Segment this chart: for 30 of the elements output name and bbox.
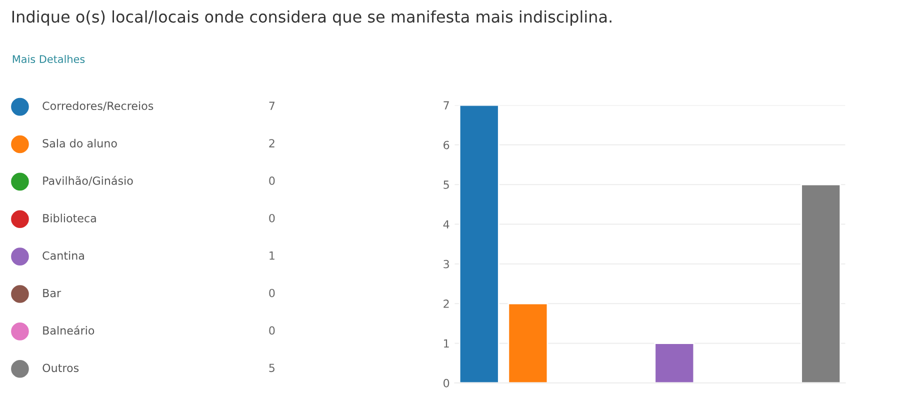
- category-label: Balneário: [43, 326, 94, 335]
- y-tick-label: 5: [444, 180, 449, 189]
- data-label: 1: [270, 252, 274, 260]
- category-label: Bar: [43, 288, 62, 298]
- y-tick-label: 3: [444, 260, 449, 268]
- data-label: 0: [269, 214, 275, 222]
- category-label: Pavilhão/Ginásio: [43, 176, 133, 186]
- y-tick-label: 0: [444, 378, 450, 388]
- category-label: Sala do aluno: [42, 138, 117, 148]
- bar: [654, 342, 695, 383]
- data-label: 5: [269, 364, 274, 372]
- category-label: Corredores/Recreios: [42, 101, 154, 111]
- data-label: 7: [269, 102, 275, 110]
- bar: [458, 105, 500, 383]
- y-tick-label: 4: [443, 220, 450, 228]
- data-label: 0: [269, 288, 275, 298]
- y-tick-label: 7: [444, 101, 449, 110]
- category-label: Cantina: [42, 251, 84, 260]
- text: Indique o(s) local/locais onde considera que se manifesta mais indisciplina.: [12, 10, 612, 26]
- category-label: Biblioteca: [43, 214, 96, 222]
- bar: [508, 302, 548, 383]
- y-tick-label: 1: [444, 339, 449, 348]
- data-label: 0: [269, 326, 275, 335]
- data-label: 2: [269, 139, 274, 148]
- y-tick-label: 2: [444, 300, 449, 308]
- data-label: 0: [269, 176, 275, 185]
- bar: [800, 184, 842, 383]
- y-tick-label: 6: [444, 140, 450, 150]
- category-label: Outros: [42, 364, 79, 372]
- text: Mais Detalhes: [12, 54, 85, 64]
